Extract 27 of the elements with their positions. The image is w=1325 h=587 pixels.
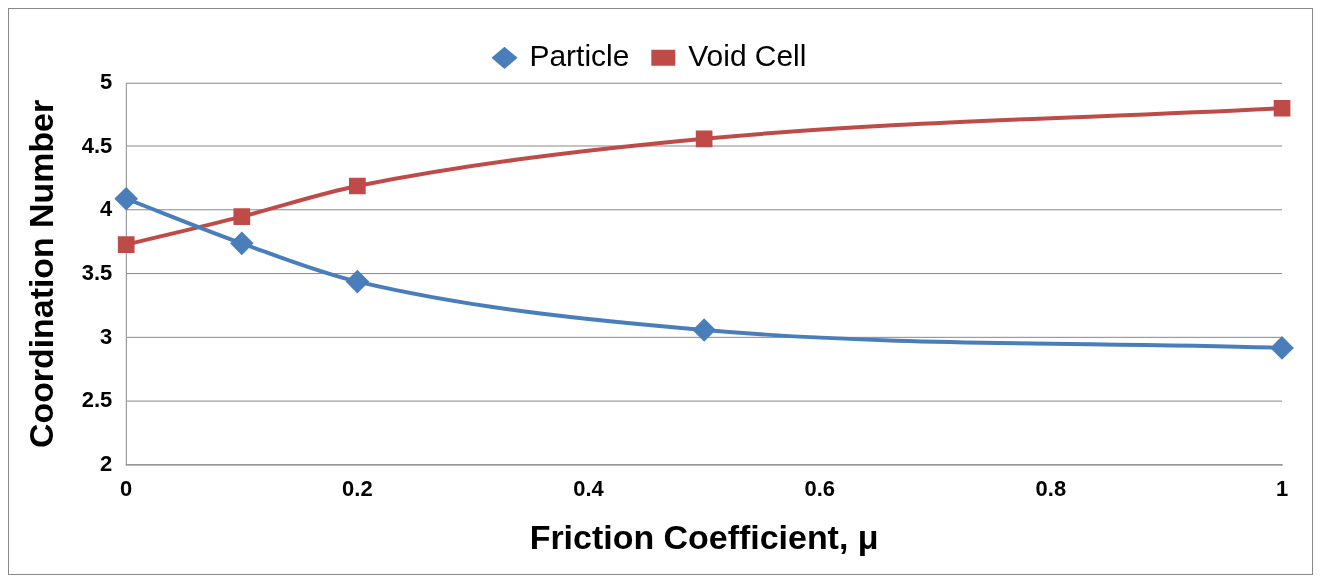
legend-label: Particle <box>529 39 630 73</box>
y-tick-label: 2 <box>100 451 113 477</box>
point <box>1273 99 1291 117</box>
point <box>1271 336 1294 359</box>
x-tick-label: 0.2 <box>342 476 373 502</box>
point <box>233 208 251 225</box>
point <box>115 187 138 210</box>
y-tick-label: 4.5 <box>81 132 113 158</box>
x-tick-label: 0.8 <box>1035 476 1067 502</box>
x-tick-label: 0.4 <box>573 476 605 502</box>
y-tick-label: 3.5 <box>81 260 113 285</box>
x-axis-title: Friction Coefficient, μ <box>529 518 879 557</box>
point <box>346 270 369 293</box>
y-tick-label: 5 <box>100 68 113 94</box>
x-tick-label: 0.6 <box>804 476 835 502</box>
point <box>117 236 135 253</box>
y-tick-label: 2.5 <box>81 387 113 413</box>
point <box>695 130 713 148</box>
legend-label: Void Cell <box>688 39 807 73</box>
point <box>693 319 716 342</box>
x-tick-label: 1 <box>1275 476 1289 502</box>
x-tick-label: 0 <box>120 476 133 502</box>
y-tick-label: 3 <box>100 323 113 349</box>
y-axis-title: Coordination Number <box>21 99 60 449</box>
point <box>230 232 253 255</box>
y-tick-label: 4 <box>100 196 114 222</box>
point <box>349 177 366 195</box>
